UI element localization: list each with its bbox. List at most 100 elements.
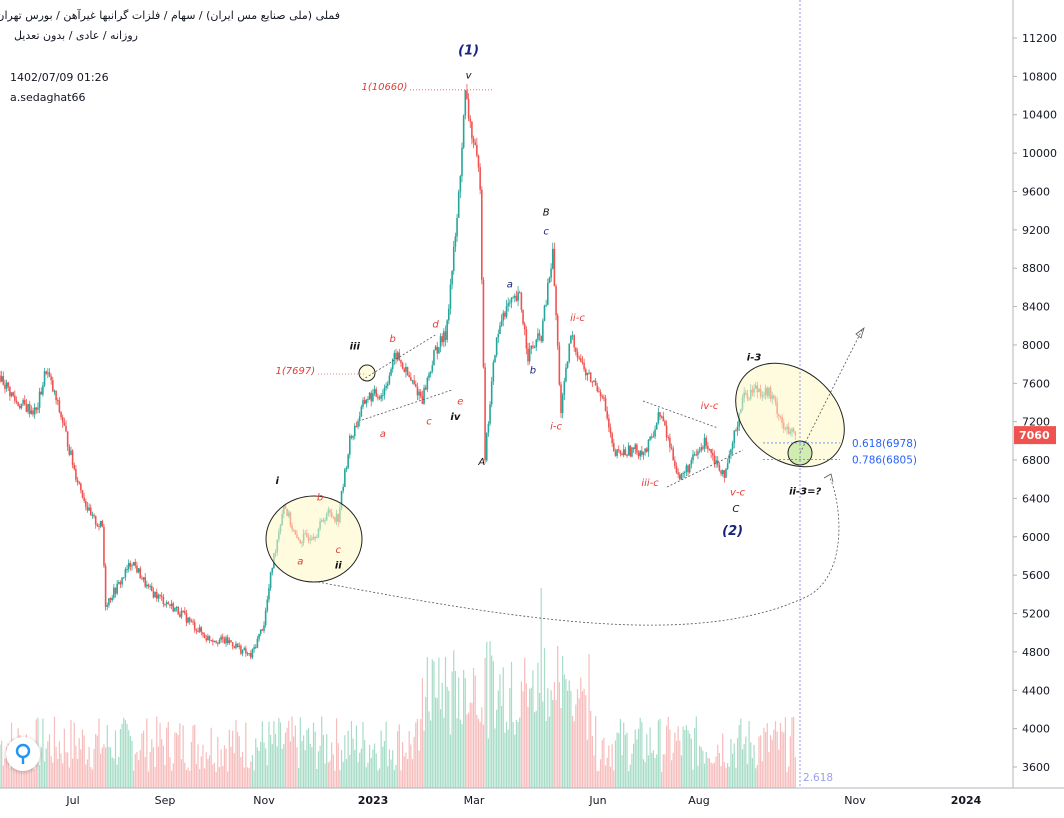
candle (527, 342, 529, 366)
candle (571, 330, 574, 340)
candle (553, 242, 556, 287)
wave-iii-highlight[interactable] (358, 364, 376, 382)
candle (637, 450, 640, 460)
candle (81, 490, 84, 499)
volume-bar (129, 736, 131, 788)
volume-bar (694, 727, 696, 788)
candle (619, 450, 622, 457)
candle (144, 573, 146, 589)
candle (723, 470, 726, 483)
candle (532, 341, 534, 350)
volume-bar (352, 738, 354, 788)
candle (372, 388, 374, 403)
candle (14, 390, 16, 404)
candle (551, 242, 554, 270)
volume-bar (730, 738, 732, 788)
candle (4, 379, 6, 394)
candle (710, 449, 712, 459)
candle (613, 439, 615, 452)
candle (504, 310, 506, 320)
candle (535, 338, 538, 352)
volume-bar (111, 757, 113, 788)
volume-bar (200, 756, 202, 788)
candle (358, 411, 361, 427)
time-axis[interactable]: Jul Sep Nov 2023 Mar Jun Aug Nov 2024 (65, 794, 981, 807)
candle (19, 403, 21, 410)
volume-bar (461, 724, 463, 788)
volume-bar (633, 743, 635, 788)
candle (669, 433, 671, 453)
volume-bar (545, 720, 547, 788)
volume-bar (532, 670, 534, 788)
candle (443, 328, 445, 348)
candle (129, 560, 132, 571)
volume-bar (743, 743, 745, 788)
volume-bar (596, 771, 598, 788)
volume-bar (525, 683, 527, 788)
wedge-upper-line[interactable] (642, 400, 719, 429)
candle (380, 393, 382, 402)
candle (736, 421, 739, 436)
wave-label: B (543, 207, 550, 218)
volume-bar (736, 738, 739, 788)
candle (395, 348, 397, 365)
volume-bar (57, 758, 59, 788)
wave-i3-highlight[interactable] (715, 342, 865, 488)
projection-curve[interactable] (317, 477, 840, 626)
volume-bar (543, 648, 546, 788)
volume-bar (446, 686, 448, 788)
volume-bar (114, 730, 117, 788)
volume-bar (672, 752, 674, 788)
candle (469, 115, 472, 129)
tradingview-logo-button[interactable] (6, 737, 40, 771)
price-axis[interactable]: 11200 10800 10400 10000 9600 9200 8800 8400 8000… (1013, 32, 1057, 774)
symbol-title: فملی (ملی صنایع مس ایران) / سهام / فلزات… (0, 9, 340, 22)
candle (608, 414, 610, 433)
volume-bar (154, 766, 156, 788)
candle (228, 637, 231, 645)
volume-bar (237, 731, 239, 788)
candle (96, 523, 99, 527)
volume-bar (93, 748, 95, 788)
volume-bar (337, 743, 339, 788)
candle (530, 345, 533, 355)
candle (702, 445, 704, 451)
candle (134, 558, 137, 569)
volume-bar (180, 759, 183, 788)
volume-bar (405, 752, 407, 788)
volume-bar (552, 699, 554, 788)
volume-bar (718, 752, 720, 788)
volume-bar (215, 771, 217, 788)
candle (594, 378, 597, 386)
volume-bar (324, 763, 326, 788)
price-tick-label: 6800 (1022, 454, 1050, 467)
volume-bar (720, 766, 722, 788)
candle (457, 189, 460, 218)
candle (474, 138, 476, 146)
candle (184, 607, 186, 616)
candle (725, 467, 727, 478)
volume-bar (157, 746, 159, 788)
candle (147, 583, 150, 589)
volume-bar (702, 750, 704, 788)
candle (434, 345, 437, 351)
candle (487, 421, 490, 437)
volume-bar (245, 722, 247, 788)
price-tick-label: 10800 (1022, 70, 1057, 83)
candle (598, 387, 600, 393)
candle (490, 376, 493, 408)
candle (660, 415, 663, 419)
projection-arrow-line[interactable] (799, 329, 863, 454)
volume-bar (601, 740, 603, 788)
wave-ii-highlight[interactable] (265, 495, 363, 583)
candle (170, 599, 173, 610)
price-tick-label: 4800 (1022, 646, 1050, 659)
volume-bar (96, 735, 98, 788)
candle (268, 584, 270, 603)
triangle-upper-line[interactable] (361, 333, 438, 381)
candle (733, 430, 736, 449)
candle (657, 407, 660, 425)
volume-bar (402, 741, 404, 788)
